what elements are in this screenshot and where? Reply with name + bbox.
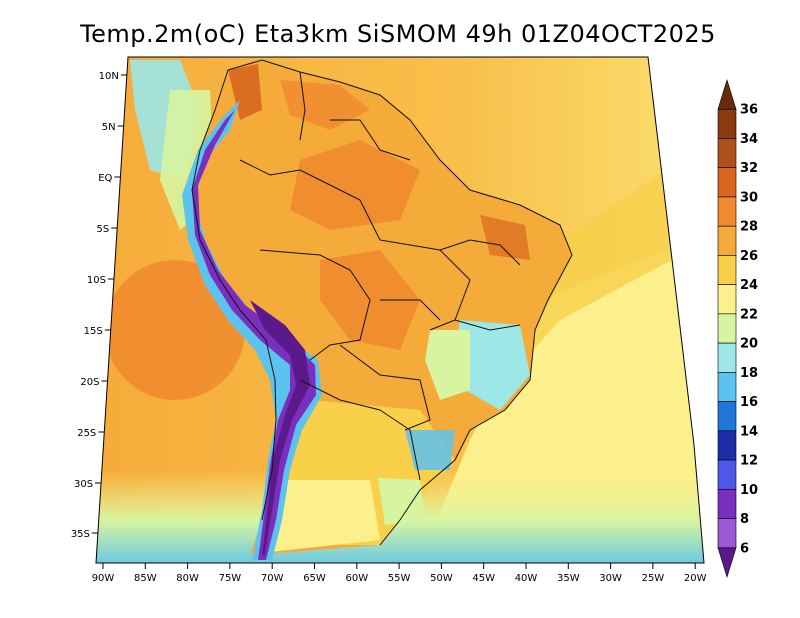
country-borders [191, 59, 573, 546]
colorbar-swatch [717, 342, 737, 373]
colorbar-label: 24 [740, 278, 758, 293]
lat-label: 25S [77, 428, 96, 439]
colorbar-swatch [717, 138, 737, 169]
colorbar-swatch [717, 108, 737, 139]
lat-label: 10S [87, 275, 106, 286]
colorbar-label: 20 [740, 337, 758, 352]
colorbar-label: 36 [740, 103, 758, 118]
andes-cold-band [192, 110, 316, 560]
lat-label: 35S [71, 529, 90, 540]
map-frame [95, 56, 705, 564]
lon-label: 85W [134, 573, 157, 584]
lon-label: 80W [176, 573, 199, 584]
pacific-warm-area [105, 260, 245, 400]
colorbar-swatch [717, 401, 737, 432]
colorbar-swatch [717, 313, 737, 344]
lat-label: 10N [99, 71, 119, 82]
lat-label: 30S [74, 479, 93, 490]
lat-label: 5S [96, 224, 109, 235]
longitude-axis: 90W 85W 80W 75W 70W 65W 60W 55W 50W 45W 40W 35W 30W 2… [92, 563, 707, 584]
colorbar-arrow-bottom [717, 547, 737, 579]
latitude-axis: 10N 5N EQ 5S 10S 15S 20S 25S 30S 35S [71, 71, 127, 540]
lon-label: 45W [472, 573, 495, 584]
lon-label: 55W [388, 573, 411, 584]
colorbar-label: 14 [740, 424, 758, 439]
colorbar-swatch [717, 284, 737, 315]
colorbar-label: 32 [740, 161, 758, 176]
colorbar-swatch [717, 167, 737, 198]
lat-label: EQ [98, 173, 112, 184]
colorbar-swatch [717, 459, 737, 490]
colorbar-label: 10 [740, 483, 758, 498]
lon-label: 40W [515, 573, 538, 584]
map-title: Temp.2m(oC) Eta3km SiSMOM 49h 01Z04OCT20… [79, 20, 716, 48]
colorbar: 36 34 32 30 28 26 24 22 20 18 16 14 12 10 8 6 [717, 78, 758, 579]
colorbar-label: 8 [740, 512, 749, 527]
colorbar-swatch [717, 488, 737, 519]
lon-label: 75W [219, 573, 242, 584]
colorbar-label: 16 [740, 395, 758, 410]
lon-label: 30W [599, 573, 622, 584]
lon-label: 25W [642, 573, 665, 584]
colorbar-label: 26 [740, 249, 758, 264]
colorbar-swatch [717, 255, 737, 285]
amazon-hot-area [290, 140, 420, 230]
colorbar-swatch [717, 196, 737, 227]
lon-label: 20W [684, 573, 707, 584]
lat-label: 15S [84, 326, 103, 337]
south-brazil-cool-area [405, 430, 455, 470]
colorbar-swatch [717, 518, 737, 549]
lat-label: 20S [80, 377, 99, 388]
southeast-green-area [425, 330, 470, 400]
northeast-hot-area [480, 215, 530, 260]
colorbar-label: 6 [740, 541, 749, 556]
colorbar-label: 18 [740, 366, 758, 381]
lon-label: 35W [557, 573, 580, 584]
lon-label: 60W [345, 573, 368, 584]
colorbar-label: 34 [740, 132, 758, 147]
colorbar-arrow-top [717, 78, 737, 110]
venezuela-hot-area [228, 64, 262, 120]
lon-label: 70W [261, 573, 284, 584]
uruguay-green-area [378, 478, 425, 525]
andes-coldest-band [250, 300, 310, 555]
lon-label: 90W [92, 573, 115, 584]
lat-label: 5N [102, 122, 116, 133]
colorbar-label: 28 [740, 220, 758, 235]
colorbar-swatch [717, 372, 737, 402]
lon-label: 50W [430, 573, 453, 584]
colorbar-label: 12 [740, 454, 758, 469]
colorbar-swatch [717, 225, 737, 256]
patagonia-pale-area [270, 480, 380, 552]
lon-label: 65W [303, 573, 326, 584]
map-field [96, 57, 704, 563]
colorbar-swatch [717, 430, 737, 461]
colorbar-label: 22 [740, 307, 758, 322]
colorbar-label: 30 [740, 190, 758, 205]
southeast-cool-area [455, 320, 530, 410]
